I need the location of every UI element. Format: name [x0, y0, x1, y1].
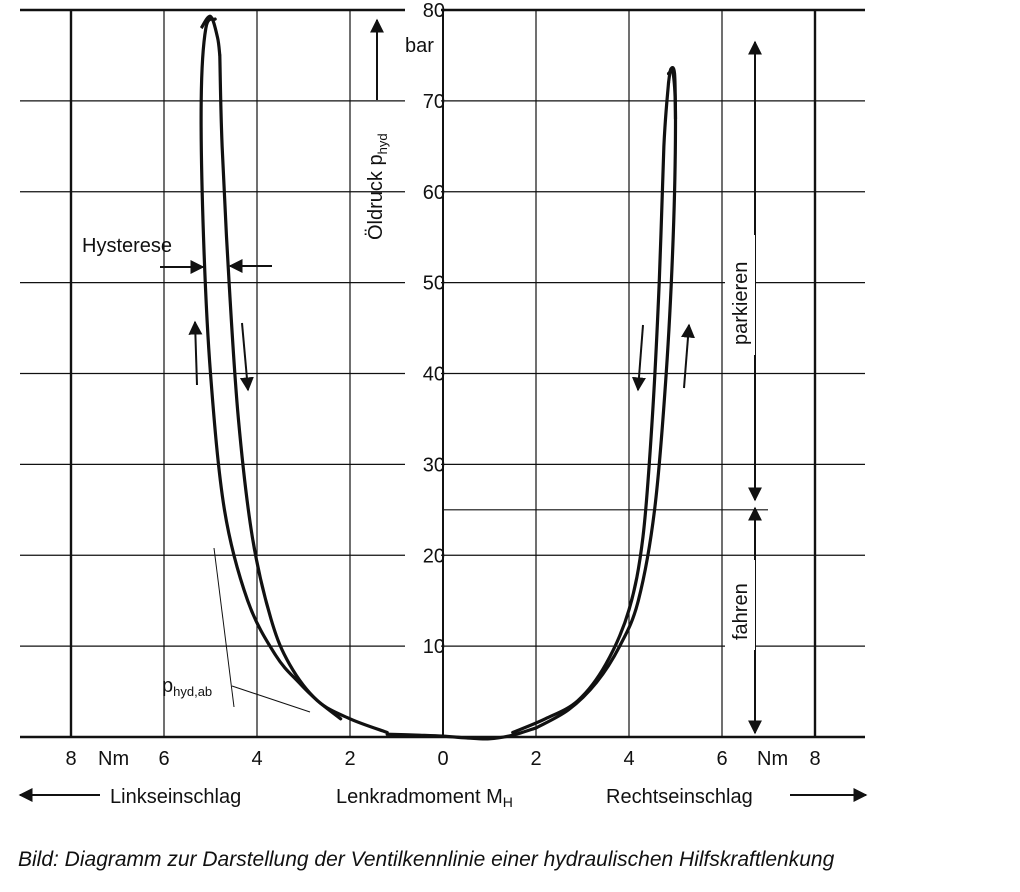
x-axis-label: Lenkradmoment MH: [336, 786, 513, 810]
curves: [199, 14, 678, 741]
x-unit-right: Nm: [757, 748, 788, 770]
left-loop-cap: [199, 14, 222, 56]
series-left-falling: [218, 53, 389, 735]
y-tick-label: 40: [423, 364, 445, 386]
y-unit: bar: [405, 35, 434, 57]
y-tick-bg: [405, 271, 441, 294]
grid: [20, 8, 865, 739]
series-left-rising: [199, 17, 343, 721]
y-tick-label: 10: [423, 636, 445, 658]
x-unit-left: Nm: [98, 748, 129, 770]
y-tick-label: 20: [423, 545, 445, 567]
y-tick-bg: [405, 89, 441, 112]
hysteresis-label: Hysterese: [82, 235, 172, 257]
series-centre: [385, 726, 538, 741]
y-tick-bg: [405, 544, 441, 567]
p-return-label: phyd,ab: [162, 675, 212, 699]
x-tick-label: 8: [65, 748, 76, 770]
y-tick-label: 60: [423, 182, 445, 204]
p-return-leader-2: [213, 547, 235, 708]
parking-label-bg: [725, 235, 755, 355]
left-direction-label: Linkseinschlag: [110, 786, 241, 808]
x-tick-label: 8: [809, 748, 820, 770]
right-rising-arrow: [681, 323, 695, 389]
y-tick-label: 50: [423, 273, 445, 295]
x-tick-label: 4: [623, 748, 634, 770]
x-tick-label: 4: [251, 748, 262, 770]
y-tick-bg: [405, 180, 441, 203]
right-direction-label: Rechtseinschlag: [606, 786, 753, 808]
x-tick-label: 0: [437, 748, 448, 770]
figure-caption: Bild: Diagramm zur Darstellung der Venti…: [18, 848, 835, 871]
x-tick-label: 2: [344, 748, 355, 770]
parking-zone-label: parkieren: [730, 262, 752, 345]
y-axis-label-text: Öldruck phyd: [365, 133, 390, 240]
left-rising-arrow: [188, 320, 203, 386]
y-tick-label: 30: [423, 454, 445, 476]
x-tick-label: 6: [158, 748, 169, 770]
driving-label-bg: [725, 560, 755, 650]
left-falling-arrow: [239, 322, 254, 392]
x-tick-label: 2: [530, 748, 541, 770]
p-return-leader-1: [231, 685, 311, 713]
y-axis-label: Öldruck phyd: [365, 133, 390, 240]
x-tick-label: 6: [716, 748, 727, 770]
right-falling-arrow: [631, 324, 646, 392]
y-tick-bg: [405, 0, 441, 21]
driving-zone-label: fahren: [730, 583, 752, 640]
y-tick-label: 70: [423, 91, 445, 113]
y-tick-bg: [405, 635, 441, 658]
y-tick-bg: [405, 453, 441, 476]
y-tick-label: 80: [423, 0, 445, 22]
y-tick-bg: [405, 362, 441, 385]
right-loop-cap: [666, 66, 678, 120]
